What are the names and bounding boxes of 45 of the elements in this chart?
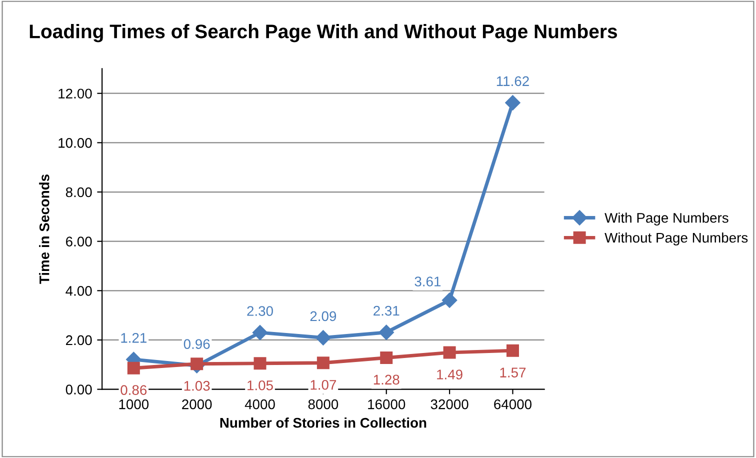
y-tick-label: 10.00 (58, 138, 92, 148)
data-label: 2.31 (374, 306, 400, 316)
data-label: 1.03 (184, 380, 210, 391)
data-label: 1.28 (374, 374, 400, 385)
data-label: 1.57 (500, 368, 526, 378)
point (252, 325, 268, 340)
y-axis-title: Time in Seconds (39, 174, 50, 284)
x-tick-label: 8000 (308, 399, 338, 410)
x-tick-label: 32000 (430, 399, 468, 410)
point (254, 357, 266, 370)
point (506, 344, 519, 357)
point (378, 324, 394, 340)
y-tick-label: 0.00 (66, 384, 92, 394)
x-axis-title: Number of Stories in Collection (220, 418, 426, 428)
data-label: 2.30 (247, 306, 273, 316)
y-tick-label: 2.00 (66, 335, 92, 346)
y-tick-label: 12.00 (58, 88, 92, 99)
point (443, 346, 456, 359)
x-tick-label: 1000 (119, 399, 149, 410)
legend-label: Without Page Numbers (604, 232, 748, 246)
y-tick-label: 6.00 (66, 236, 92, 246)
data-label: 3.61 (414, 276, 441, 286)
point (190, 358, 204, 370)
point (316, 356, 330, 370)
data-label: 1.21 (121, 332, 146, 343)
point (127, 362, 140, 374)
point (505, 95, 520, 110)
x-tick-label: 4000 (244, 399, 275, 410)
data-label: 0.96 (184, 339, 210, 349)
data-label: 11.62 (496, 76, 529, 86)
data-label: 2.09 (310, 311, 336, 322)
point (380, 351, 393, 364)
point (442, 292, 458, 308)
x-tick-label: 2000 (182, 399, 212, 410)
x-tick-label: 64000 (494, 399, 532, 410)
data-label: 1.05 (248, 380, 273, 390)
y-tick-label: 4.00 (66, 286, 92, 296)
data-label: 0.86 (120, 385, 147, 395)
y-tick-label: 8.00 (66, 187, 92, 198)
data-label: 1.07 (310, 380, 336, 390)
data-label: 1.49 (437, 370, 462, 380)
chart-title: Loading Times of Search Page With and Without Page Numbers (30, 24, 618, 42)
x-tick-label: 16000 (368, 399, 406, 410)
legend-label: With Page Numbers (604, 212, 728, 226)
point (316, 330, 331, 346)
